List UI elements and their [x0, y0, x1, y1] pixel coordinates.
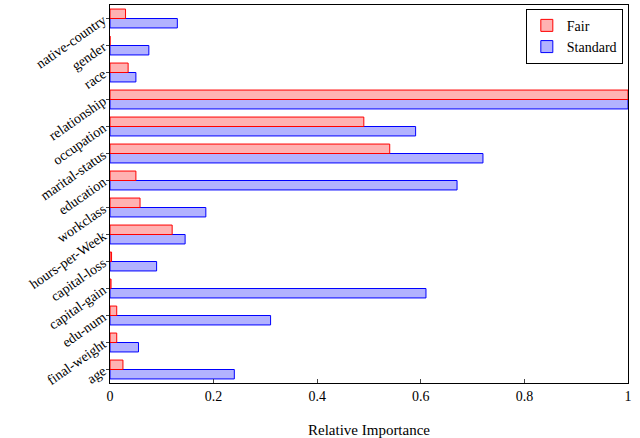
svg-text:hours-per-Week: hours-per-Week	[27, 228, 109, 292]
svg-text:0.8: 0.8	[516, 389, 534, 404]
svg-text:0.4: 0.4	[308, 389, 326, 404]
svg-text:education: education	[56, 174, 109, 218]
svg-text:occupation: occupation	[50, 120, 109, 168]
svg-text:capital-gain: capital-gain	[46, 282, 109, 332]
svg-text:1: 1	[625, 389, 632, 404]
svg-text:0: 0	[107, 389, 114, 404]
svg-text:native-country: native-country	[33, 12, 108, 71]
svg-text:capital-loss: capital-loss	[48, 255, 109, 304]
svg-text:Relative Importance: Relative Importance	[308, 422, 430, 438]
svg-text:Standard: Standard	[567, 40, 617, 55]
svg-text:Fair: Fair	[567, 19, 590, 34]
svg-text:relationship: relationship	[46, 93, 109, 143]
svg-text:gender: gender	[69, 39, 109, 73]
svg-text:race: race	[81, 66, 109, 92]
svg-text:age: age	[84, 363, 109, 386]
svg-text:0.2: 0.2	[205, 389, 223, 404]
svg-text:workclass: workclass	[54, 201, 108, 245]
svg-text:final-weight: final-weight	[44, 336, 109, 388]
svg-text:edu-num: edu-num	[60, 309, 109, 350]
svg-text:0.6: 0.6	[412, 389, 430, 404]
svg-text:marital-status: marital-status	[38, 147, 109, 203]
